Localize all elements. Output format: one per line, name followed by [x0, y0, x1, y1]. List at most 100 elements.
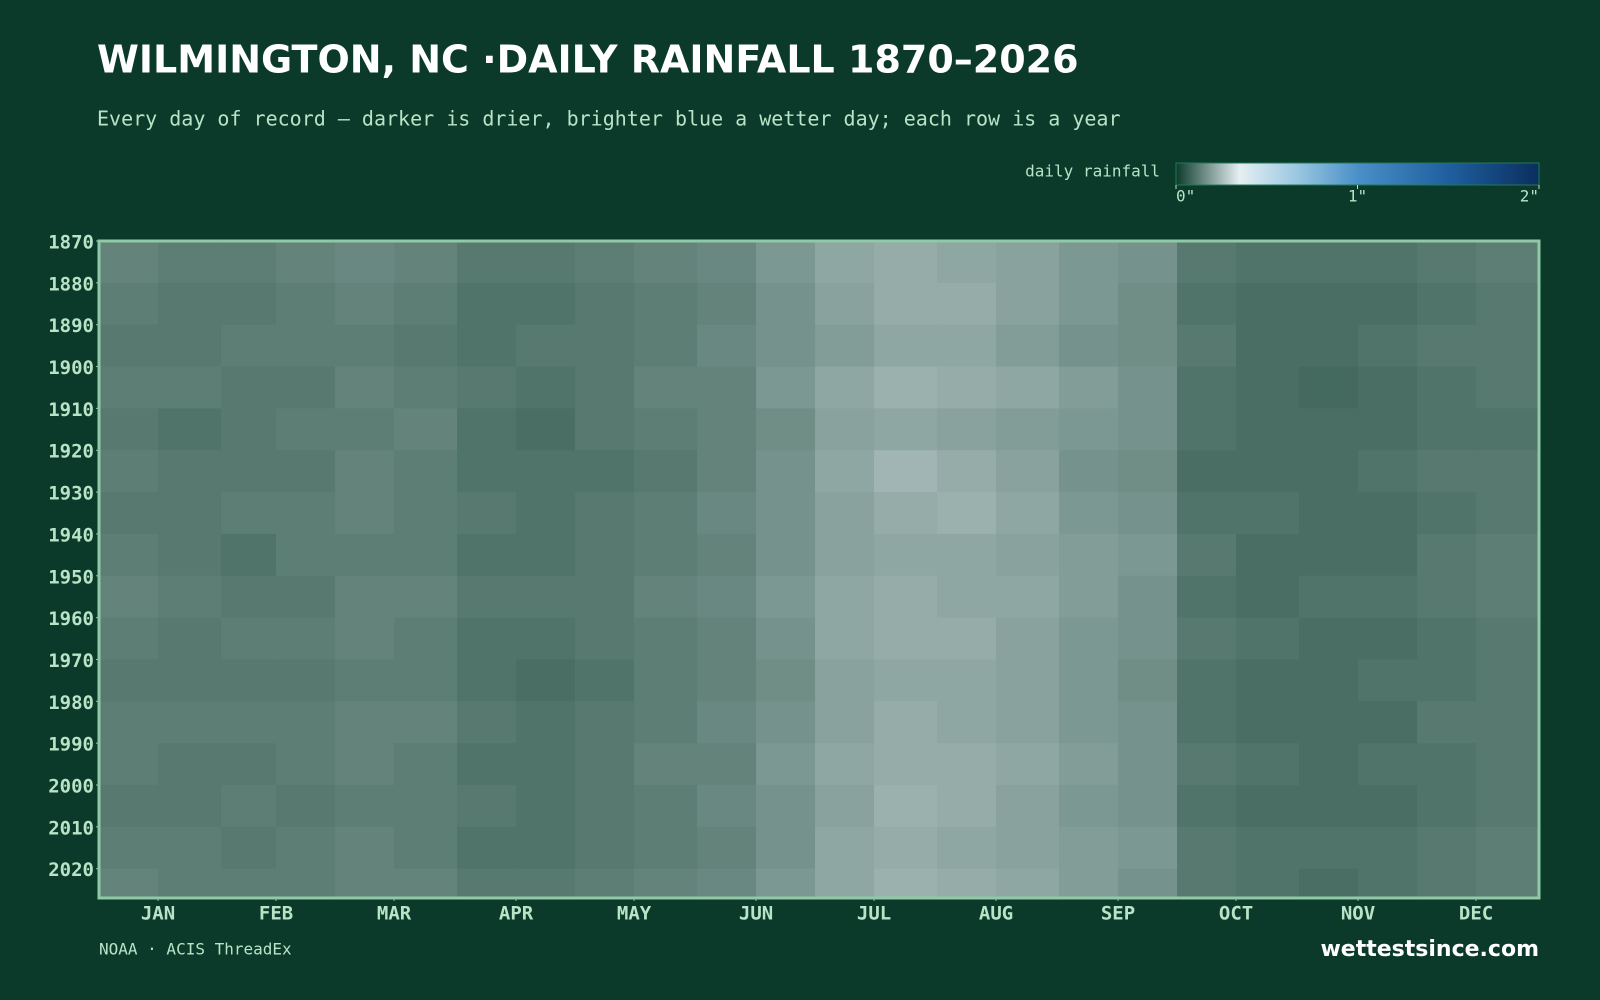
heat-cell [1417, 785, 1477, 828]
heat-cell [220, 241, 277, 284]
x-tick-label: FEB [259, 903, 293, 925]
heat-cell [575, 533, 635, 577]
heat-cell [335, 743, 395, 786]
heat-cell [220, 826, 277, 870]
y-tick-label: 1910 [48, 399, 94, 421]
heat-cell [575, 659, 635, 702]
heat-cell [575, 701, 635, 744]
heat-cell [1476, 408, 1540, 451]
plot-frame [97, 239, 1541, 900]
heat-cell [697, 575, 757, 619]
heat-cell [756, 450, 816, 493]
heat-cell [99, 826, 159, 870]
y-tick-label: 1940 [48, 524, 94, 546]
heat-cell [634, 868, 698, 899]
heat-cell [996, 617, 1060, 660]
heat-cell [457, 241, 517, 284]
y-tick-label: 1950 [48, 566, 94, 588]
heat-cell [697, 324, 757, 368]
heat-cell [1236, 450, 1300, 493]
heat-cell [1118, 701, 1178, 744]
heat-cell [457, 701, 517, 744]
heat-cell [158, 492, 222, 535]
heat-cell [276, 826, 336, 870]
heat-cell [99, 450, 159, 493]
heat-cell [516, 241, 576, 284]
heat-cell [815, 282, 875, 326]
heat-cell [874, 324, 938, 368]
heat-cell [276, 575, 336, 619]
heat-cell [996, 575, 1060, 619]
heat-cell [335, 282, 395, 326]
heat-cell [516, 408, 576, 451]
heat-cell [457, 868, 517, 899]
heat-cell [1059, 324, 1119, 368]
heat-cell [1476, 785, 1540, 828]
y-tick-label: 1970 [48, 650, 94, 672]
heat-cell [874, 282, 938, 326]
heat-cell [1299, 241, 1359, 284]
heat-cell [634, 408, 698, 451]
heat-cell [394, 282, 458, 326]
y-tick-label: 1980 [48, 692, 94, 714]
heat-cell [1417, 366, 1477, 409]
heat-cell [634, 785, 698, 828]
heat-cell [815, 366, 875, 409]
heat-cell [220, 366, 277, 409]
heat-cell [1476, 617, 1540, 660]
heat-cell [1417, 701, 1477, 744]
heat-cell [99, 868, 159, 899]
heat-cell [815, 575, 875, 619]
heat-cell [697, 282, 757, 326]
x-tick-label: SEP [1101, 903, 1135, 925]
heat-cell [1476, 492, 1540, 535]
heat-cell [335, 785, 395, 828]
heat-cell [575, 408, 635, 451]
heat-cell [394, 450, 458, 493]
heat-cell [815, 659, 875, 702]
heat-cell [634, 743, 698, 786]
heat-cell [99, 659, 159, 702]
heat-cell [1118, 785, 1178, 828]
heat-cell [996, 450, 1060, 493]
heat-cell [394, 241, 458, 284]
heat-cell [1236, 282, 1300, 326]
heat-cell [1358, 826, 1418, 870]
heat-cell [335, 492, 395, 535]
heat-cell [634, 492, 698, 535]
heat-cell [516, 324, 576, 368]
heat-cell [996, 826, 1060, 870]
heat-cell [457, 408, 517, 451]
heat-cell [937, 575, 997, 619]
heat-cell [575, 743, 635, 786]
x-tick-label: OCT [1219, 903, 1253, 925]
heat-cell [1299, 701, 1359, 744]
heat-cell [937, 241, 997, 284]
heat-cell [996, 492, 1060, 535]
heat-cell [874, 450, 938, 493]
heat-cell [335, 701, 395, 744]
heat-cell [516, 492, 576, 535]
heat-cell [1236, 575, 1300, 619]
heat-cell [1059, 492, 1119, 535]
heat-cell [575, 450, 635, 493]
y-tick-label: 1870 [48, 232, 94, 254]
heat-cell [276, 282, 336, 326]
heat-cell [158, 617, 222, 660]
heat-cell [697, 492, 757, 535]
heat-cell [1118, 450, 1178, 493]
heat-cell [634, 282, 698, 326]
heat-cell [874, 868, 938, 899]
heat-cell [516, 868, 576, 899]
heat-cell [1236, 743, 1300, 786]
heat-cell [1476, 575, 1540, 619]
heat-cell [158, 659, 222, 702]
heat-cell [937, 617, 997, 660]
heat-cell [1059, 575, 1119, 619]
heat-cell [1059, 617, 1119, 660]
heat-cell [1476, 450, 1540, 493]
y-tick-label: 1960 [48, 608, 94, 630]
heat-cell [815, 492, 875, 535]
colorbar-tick-label: 0" [1176, 187, 1195, 206]
